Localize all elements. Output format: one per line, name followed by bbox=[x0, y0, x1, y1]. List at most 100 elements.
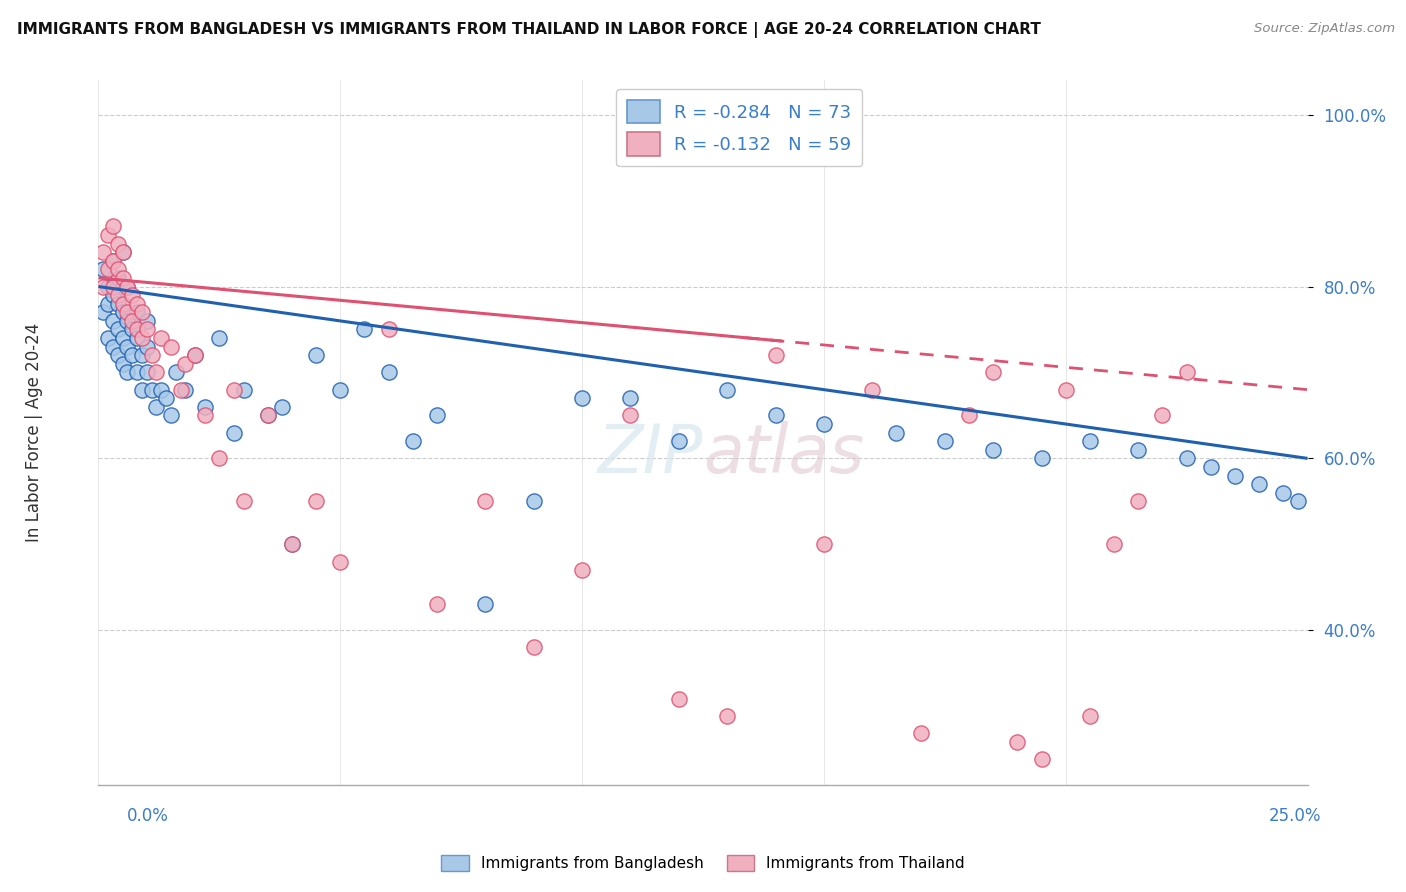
Point bbox=[934, 434, 956, 449]
Point bbox=[135, 314, 157, 328]
Point bbox=[107, 271, 129, 285]
Point bbox=[377, 366, 399, 380]
Point bbox=[127, 331, 149, 345]
Text: atlas: atlas bbox=[703, 421, 865, 487]
Point bbox=[981, 366, 1004, 380]
Point bbox=[1128, 442, 1150, 457]
Point bbox=[571, 563, 593, 577]
Legend: Immigrants from Bangladesh, Immigrants from Thailand: Immigrants from Bangladesh, Immigrants f… bbox=[434, 849, 972, 877]
Point bbox=[111, 271, 134, 285]
Point bbox=[101, 219, 124, 234]
Point bbox=[426, 409, 449, 423]
Text: ZIP: ZIP bbox=[598, 421, 703, 487]
Point bbox=[426, 598, 449, 612]
Point bbox=[145, 366, 167, 380]
Point bbox=[1102, 537, 1125, 551]
Point bbox=[107, 236, 129, 251]
Point bbox=[101, 279, 124, 293]
Point bbox=[127, 322, 149, 336]
Point bbox=[131, 305, 153, 319]
Point bbox=[117, 314, 139, 328]
Point bbox=[232, 383, 254, 397]
Point bbox=[169, 383, 191, 397]
Text: IMMIGRANTS FROM BANGLADESH VS IMMIGRANTS FROM THAILAND IN LABOR FORCE | AGE 20-2: IMMIGRANTS FROM BANGLADESH VS IMMIGRANTS… bbox=[17, 22, 1040, 38]
Point bbox=[101, 253, 124, 268]
Point bbox=[117, 279, 139, 293]
Point bbox=[131, 383, 153, 397]
Point bbox=[107, 296, 129, 310]
Point bbox=[813, 417, 835, 431]
Point bbox=[1007, 735, 1029, 749]
Point bbox=[135, 322, 157, 336]
Point bbox=[377, 322, 399, 336]
Point bbox=[1054, 383, 1077, 397]
Point bbox=[111, 296, 134, 310]
Point bbox=[329, 555, 352, 569]
Point bbox=[135, 366, 157, 380]
Point bbox=[127, 296, 149, 310]
Point bbox=[208, 331, 231, 345]
Point bbox=[101, 253, 124, 268]
Point bbox=[117, 279, 139, 293]
Point bbox=[97, 331, 120, 345]
Point bbox=[523, 640, 546, 655]
Point bbox=[523, 494, 546, 508]
Point bbox=[111, 331, 134, 345]
Point bbox=[232, 494, 254, 508]
Point bbox=[402, 434, 425, 449]
Point bbox=[886, 425, 908, 440]
Point bbox=[1031, 752, 1053, 766]
Point bbox=[353, 322, 375, 336]
Point bbox=[1175, 366, 1198, 380]
Point bbox=[1031, 451, 1053, 466]
Point bbox=[619, 391, 641, 405]
Point bbox=[145, 400, 167, 414]
Point bbox=[91, 262, 114, 277]
Point bbox=[107, 262, 129, 277]
Point bbox=[111, 357, 134, 371]
Point bbox=[571, 391, 593, 405]
Text: 0.0%: 0.0% bbox=[127, 807, 169, 825]
Point bbox=[222, 383, 245, 397]
Point bbox=[668, 434, 690, 449]
Point bbox=[117, 340, 139, 354]
Point bbox=[121, 348, 143, 362]
Point bbox=[91, 245, 114, 260]
Point bbox=[194, 400, 217, 414]
Point bbox=[1249, 477, 1271, 491]
Point bbox=[281, 537, 304, 551]
Point bbox=[271, 400, 294, 414]
Point bbox=[107, 288, 129, 302]
Point bbox=[111, 279, 134, 293]
Point bbox=[1286, 494, 1309, 508]
Point bbox=[121, 322, 143, 336]
Point bbox=[716, 709, 738, 723]
Point bbox=[1078, 434, 1101, 449]
Point bbox=[184, 348, 207, 362]
Point bbox=[97, 262, 120, 277]
Point bbox=[111, 245, 134, 260]
Text: 25.0%: 25.0% bbox=[1270, 807, 1322, 825]
Point bbox=[127, 305, 149, 319]
Point bbox=[194, 409, 217, 423]
Point bbox=[957, 409, 980, 423]
Point bbox=[141, 383, 163, 397]
Text: Source: ZipAtlas.com: Source: ZipAtlas.com bbox=[1254, 22, 1395, 36]
Point bbox=[256, 409, 278, 423]
Point bbox=[174, 383, 197, 397]
Point bbox=[121, 288, 143, 302]
Point bbox=[97, 279, 120, 293]
Point bbox=[91, 279, 114, 293]
Point bbox=[111, 245, 134, 260]
Point bbox=[155, 391, 177, 405]
Point bbox=[1128, 494, 1150, 508]
Point bbox=[1199, 460, 1222, 475]
Point bbox=[765, 348, 787, 362]
Point bbox=[141, 348, 163, 362]
Point bbox=[1272, 485, 1295, 500]
Point bbox=[101, 288, 124, 302]
Legend: R = -0.284   N = 73, R = -0.132   N = 59: R = -0.284 N = 73, R = -0.132 N = 59 bbox=[616, 89, 862, 167]
Point bbox=[474, 598, 496, 612]
Point bbox=[329, 383, 352, 397]
Point bbox=[910, 726, 932, 740]
